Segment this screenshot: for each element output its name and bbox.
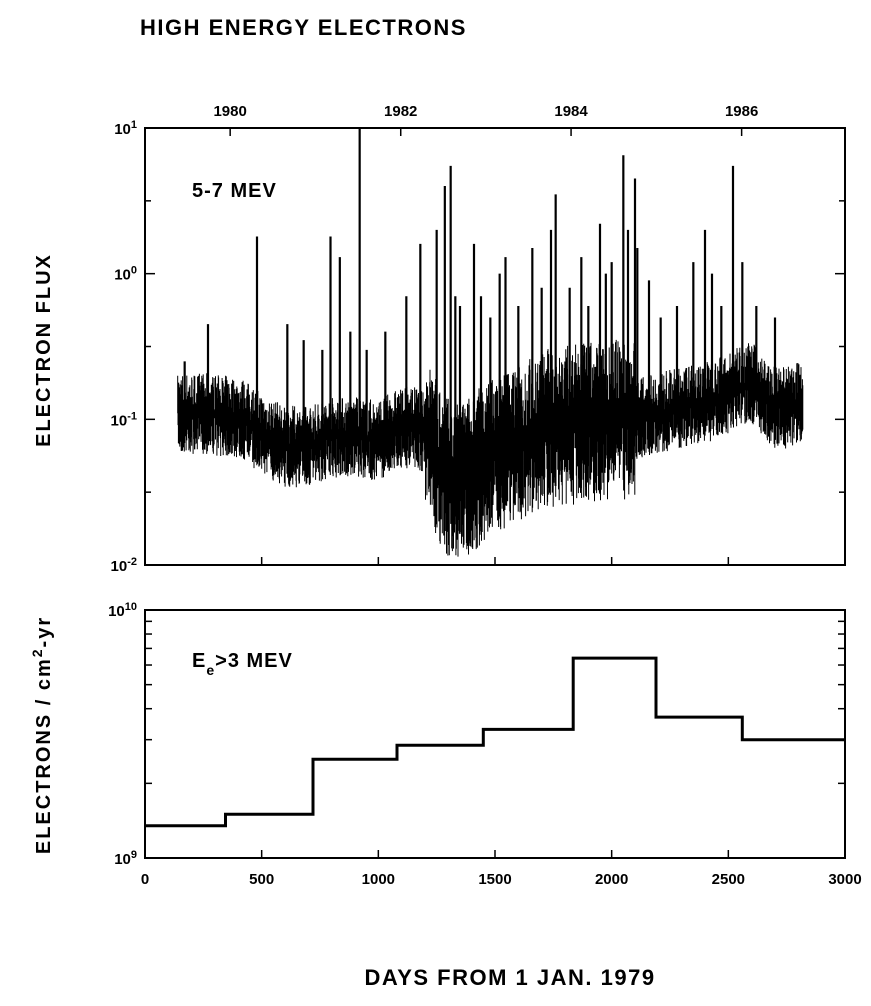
- upper-top-year-label: 1984: [554, 103, 588, 120]
- lower-x-tick-label: 1000: [362, 871, 395, 888]
- lower-y-tick-label: 1010: [108, 601, 137, 620]
- lower-x-tick-label: 500: [249, 871, 274, 888]
- upper-panel-annotation: 5-7 MEV: [192, 180, 277, 202]
- fluence-step-series: [145, 656, 845, 828]
- lower-panel: 1010 109 0 500 1000 1500 2000 2500 3000 Ee>3 ME…: [108, 601, 862, 888]
- upper-top-year-label: 1980: [213, 103, 246, 120]
- figure-title: HIGH ENERGY ELECTRONS: [140, 15, 467, 40]
- lower-x-tick-label: 2000: [595, 871, 628, 888]
- lower-x-tick-label: 3000: [828, 871, 861, 888]
- x-axis-label: DAYS FROM 1 JAN. 1979: [364, 965, 655, 990]
- lower-y-label: ELECTRONS / cm2-yr: [29, 616, 55, 854]
- lower-x-tick-label: 1500: [478, 871, 511, 888]
- upper-y-tick-label: 100: [114, 265, 137, 284]
- upper-top-year-label: 1986: [725, 103, 758, 120]
- lower-x-tick-label: 2500: [712, 871, 745, 888]
- upper-y-tick-label: 101: [114, 119, 137, 138]
- upper-y-tick-label: 10-1: [111, 410, 137, 429]
- svg-text:ELECTRON FLUX: ELECTRON FLUX: [33, 253, 55, 447]
- lower-y-tick-label: 109: [114, 849, 137, 868]
- upper-panel: 101 100 10-1 10-2 1980 1982 1984 1986 5-7 MEV: [111, 103, 846, 575]
- lower-x-tick-label: 0: [141, 871, 149, 888]
- lower-plot-frame: [144, 609, 846, 859]
- svg-text:ELECTRONS / cm2-yr: ELECTRONS / cm2-yr: [29, 616, 55, 854]
- upper-top-year-label: 1982: [384, 103, 417, 120]
- lower-panel-annotation: Ee>3 MEV: [192, 650, 293, 678]
- upper-y-label: ELECTRON FLUX: [33, 253, 55, 447]
- upper-y-tick-label: 10-2: [111, 556, 137, 575]
